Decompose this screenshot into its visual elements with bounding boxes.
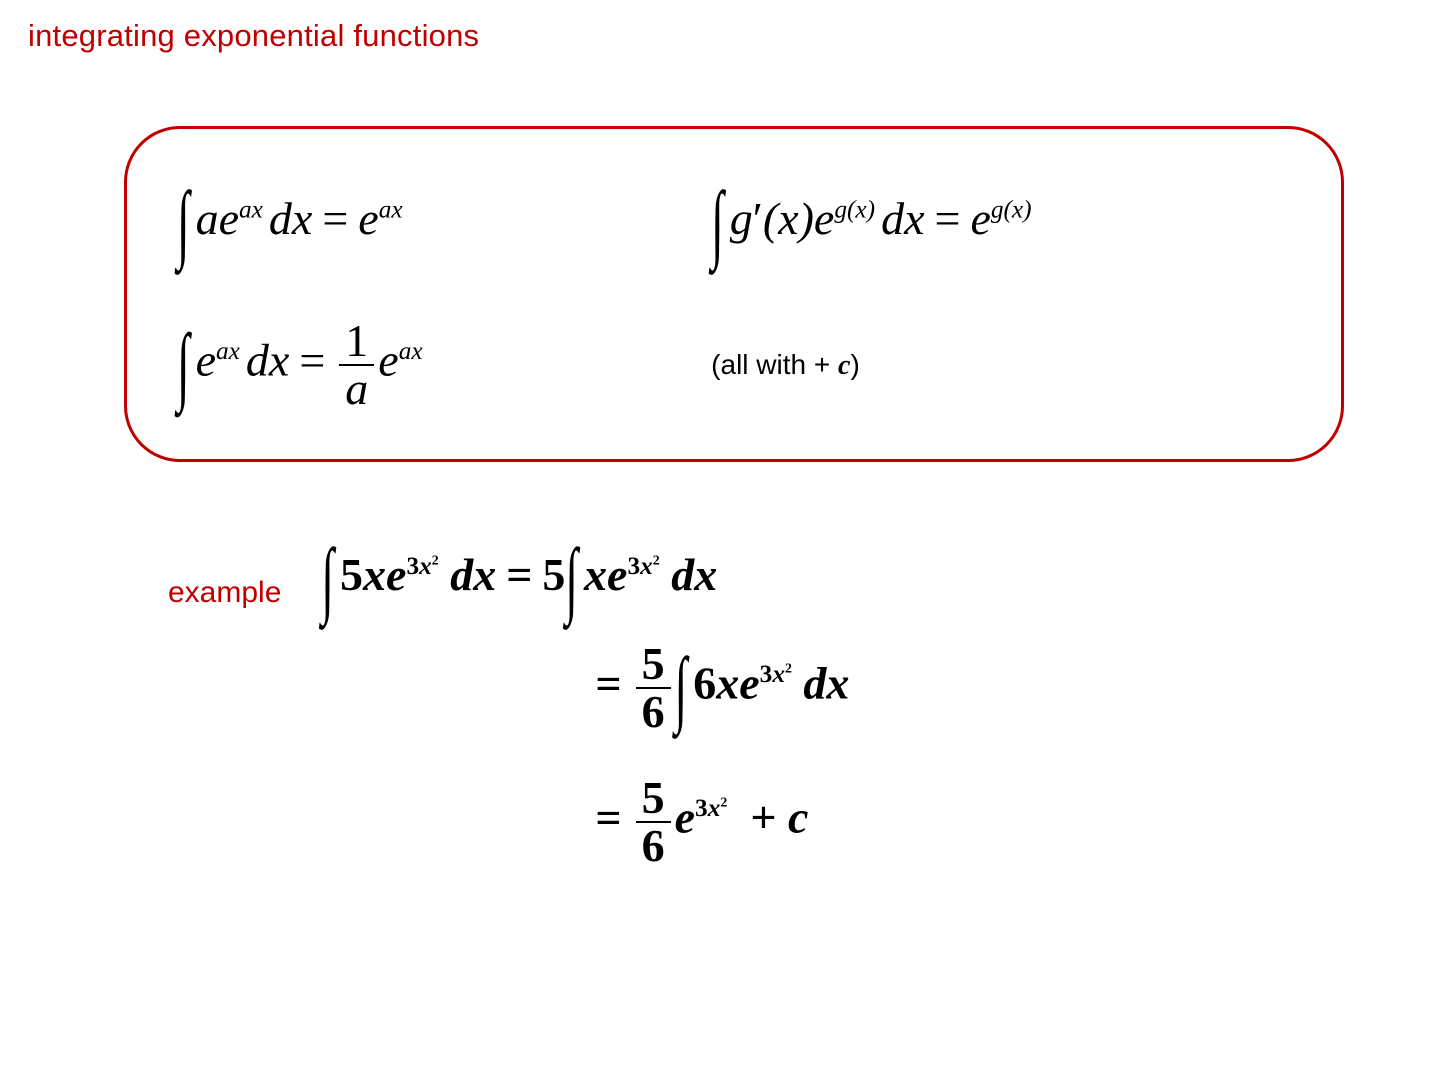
formula-3: ∫g′(x)eg(x)dx=eg(x) [711,192,1291,245]
formula-2: ∫eaxdx=1aeax [177,318,681,412]
example-line-1: ∫5xe3x2 dx=5∫xe3x2 dx [321,548,849,601]
note-prefix: (all with + [711,349,838,380]
formula-note: (all with + c) [711,349,1291,382]
formula-1: ∫aeaxdx=eax [177,192,681,245]
example-section: example ∫5xe3x2 dx=5∫xe3x2 dx =56∫6xe3x2… [168,548,1404,909]
example-math: ∫5xe3x2 dx=5∫xe3x2 dx =56∫6xe3x2 dx =56e… [321,548,849,909]
example-line-2: =56∫6xe3x2 dx [321,641,849,735]
page-title: integrating exponential functions [28,18,1404,54]
note-suffix: ) [850,349,859,380]
example-line-3: =56e3x2 + c [321,775,849,869]
slide: integrating exponential functions ∫aeaxd… [0,0,1432,1082]
example-label: example [168,576,281,610]
note-var: c [838,350,850,381]
formula-box: ∫aeaxdx=eax ∫g′(x)eg(x)dx=eg(x) ∫eaxdx=1… [124,126,1344,462]
